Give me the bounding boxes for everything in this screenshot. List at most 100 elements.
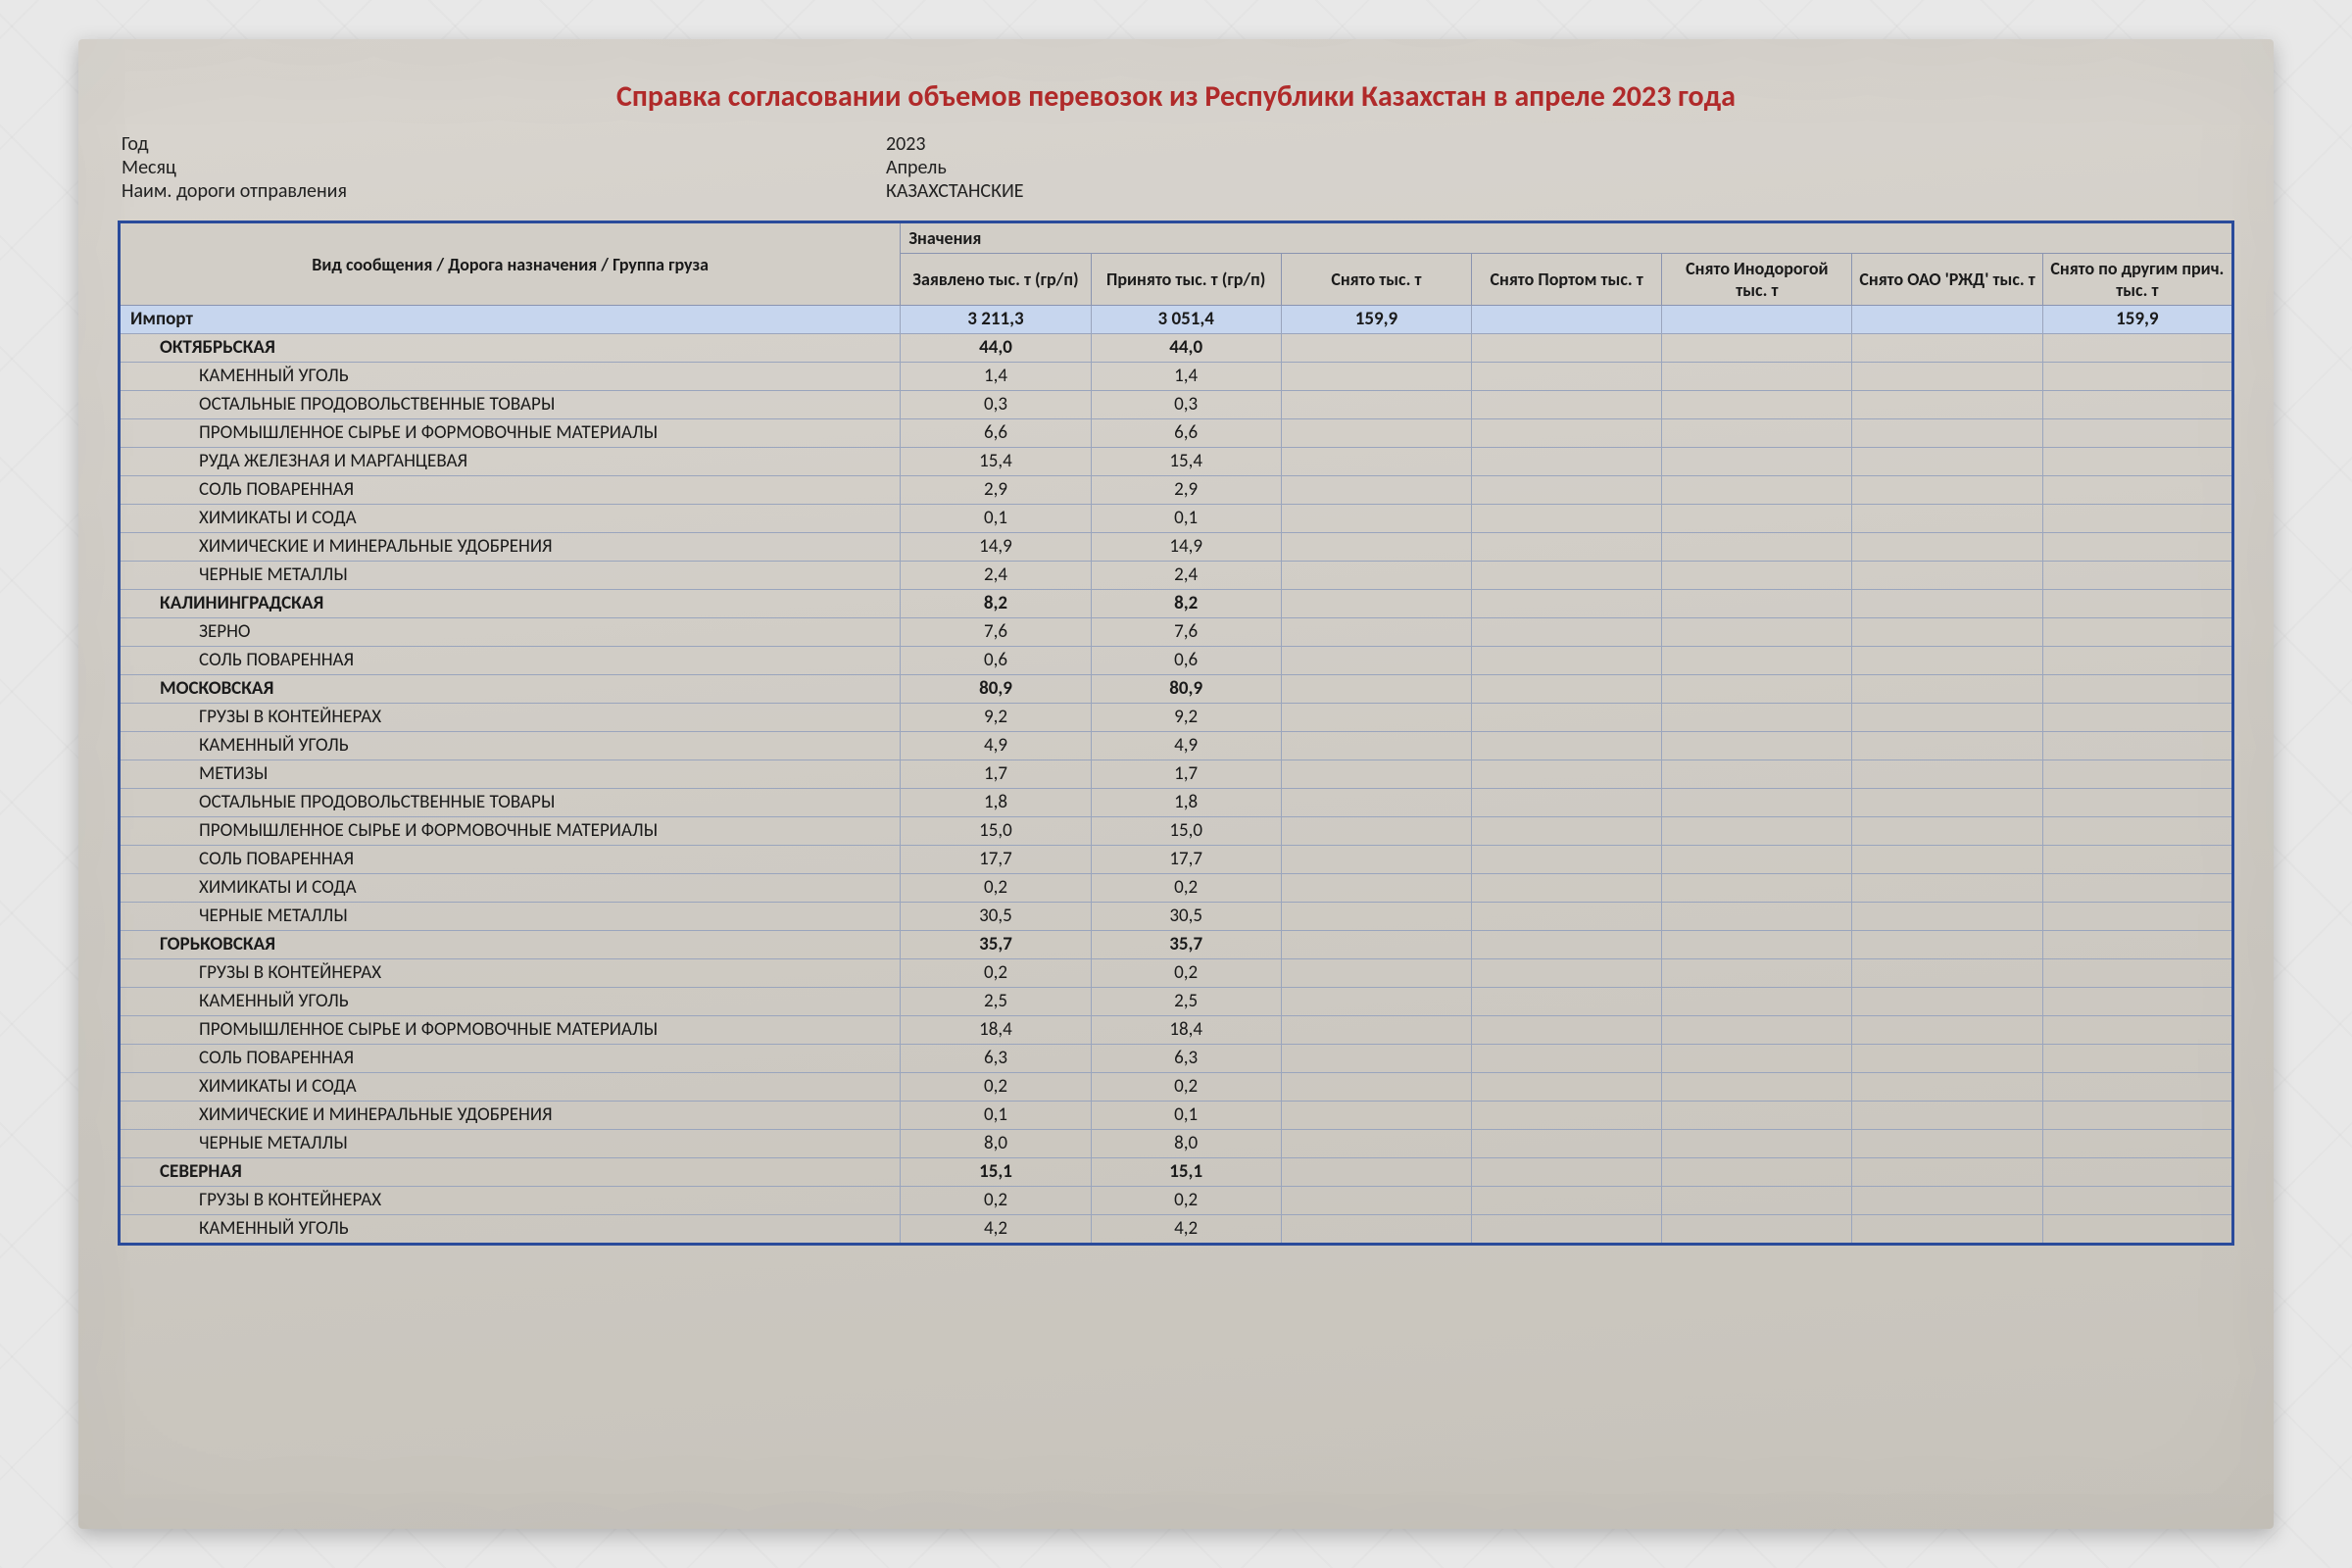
meta-block: Год 2023 Месяц Апрель Наим. дороги отпра… [122, 132, 2234, 203]
row-value [1662, 988, 1852, 1016]
row-value [1852, 448, 2042, 476]
row-value [1281, 618, 1471, 647]
row-name: РУДА ЖЕЛЕЗНАЯ И МАРГАНЦЕВАЯ [120, 448, 901, 476]
table-row: СЕВЕРНАЯ15,115,1 [120, 1158, 2233, 1187]
row-value [1281, 1158, 1471, 1187]
row-value [1852, 306, 2042, 334]
row-value: 0,1 [1091, 505, 1281, 533]
row-value [1852, 1130, 2042, 1158]
row-value: 7,6 [1091, 618, 1281, 647]
row-value: 30,5 [1091, 903, 1281, 931]
row-value: 4,9 [901, 732, 1091, 760]
row-value [1852, 959, 2042, 988]
row-value: 1,4 [1091, 363, 1281, 391]
table-body: Импорт3 211,33 051,4159,9159,9ОКТЯБРЬСКА… [120, 306, 2233, 1245]
row-value [2042, 817, 2232, 846]
row-value: 18,4 [1091, 1016, 1281, 1045]
row-value [1662, 1102, 1852, 1130]
table-row: ОСТАЛЬНЫЕ ПРОДОВОЛЬСТВЕННЫЕ ТОВАРЫ1,81,8 [120, 789, 2233, 817]
table-row: ГОРЬКОВСКАЯ35,735,7 [120, 931, 2233, 959]
table-row: Импорт3 211,33 051,4159,9159,9 [120, 306, 2233, 334]
row-value [2042, 846, 2232, 874]
document-title: Справка согласовании объемов перевозок и… [118, 78, 2234, 115]
row-value [1852, 931, 2042, 959]
row-value: 4,2 [901, 1215, 1091, 1245]
row-value [1281, 1073, 1471, 1102]
row-value [1281, 562, 1471, 590]
row-value: 0,2 [901, 874, 1091, 903]
row-value: 2,5 [901, 988, 1091, 1016]
row-name: КАМЕННЫЙ УГОЛЬ [120, 988, 901, 1016]
row-value: 0,1 [901, 505, 1091, 533]
row-value [1852, 1045, 2042, 1073]
row-value [1472, 760, 1662, 789]
row-value: 35,7 [1091, 931, 1281, 959]
row-name: ХИМИКАТЫ И СОДА [120, 505, 901, 533]
row-name: Импорт [120, 306, 901, 334]
row-name: ХИМИЧЕСКИЕ И МИНЕРАЛЬНЫЕ УДОБРЕНИЯ [120, 1102, 901, 1130]
meta-year-label: Год [122, 132, 886, 156]
row-value [1281, 846, 1471, 874]
row-value: 4,9 [1091, 732, 1281, 760]
row-value [1281, 505, 1471, 533]
col-header-3: Снято Портом тыс. т [1472, 254, 1662, 306]
row-value [1852, 533, 2042, 562]
row-value [1852, 476, 2042, 505]
table-row: ЧЕРНЫЕ МЕТАЛЛЫ8,08,0 [120, 1130, 2233, 1158]
row-value: 0,1 [1091, 1102, 1281, 1130]
row-value [2042, 476, 2232, 505]
row-value [1281, 903, 1471, 931]
row-value [1662, 533, 1852, 562]
row-value [1281, 988, 1471, 1016]
row-value [1472, 476, 1662, 505]
row-value [1281, 1016, 1471, 1045]
row-name: ЧЕРНЫЕ МЕТАЛЛЫ [120, 562, 901, 590]
row-value: 2,4 [1091, 562, 1281, 590]
row-value [1281, 1215, 1471, 1245]
row-value [1852, 363, 2042, 391]
col-header-values-group: Значения [901, 222, 2233, 254]
table-row: ЗЕРНО7,67,6 [120, 618, 2233, 647]
row-value [1281, 1102, 1471, 1130]
row-value [2042, 1130, 2232, 1158]
row-value [1281, 675, 1471, 704]
row-value [1662, 959, 1852, 988]
row-value: 15,1 [1091, 1158, 1281, 1187]
row-value: 4,2 [1091, 1215, 1281, 1245]
row-value [1472, 789, 1662, 817]
row-value: 44,0 [901, 334, 1091, 363]
table-row: ОКТЯБРЬСКАЯ44,044,0 [120, 334, 2233, 363]
row-name: ПРОМЫШЛЕННОЕ СЫРЬЕ И ФОРМОВОЧНЫЕ МАТЕРИА… [120, 817, 901, 846]
row-value: 8,2 [901, 590, 1091, 618]
row-value [1662, 1158, 1852, 1187]
col-header-5: Снято ОАО 'РЖД' тыс. т [1852, 254, 2042, 306]
row-value [1662, 760, 1852, 789]
row-value [1852, 760, 2042, 789]
row-value: 0,2 [901, 1187, 1091, 1215]
row-value [1472, 1016, 1662, 1045]
row-value: 3 051,4 [1091, 306, 1281, 334]
row-value [1662, 1187, 1852, 1215]
row-value [1472, 618, 1662, 647]
table-row: ПРОМЫШЛЕННОЕ СЫРЬЕ И ФОРМОВОЧНЫЕ МАТЕРИА… [120, 817, 2233, 846]
row-value [1472, 1158, 1662, 1187]
table-row: ЧЕРНЫЕ МЕТАЛЛЫ30,530,5 [120, 903, 2233, 931]
row-value [1472, 732, 1662, 760]
row-name: СЕВЕРНАЯ [120, 1158, 901, 1187]
row-value [2042, 1158, 2232, 1187]
row-value [1472, 1187, 1662, 1215]
table-header: Вид сообщения / Дорога назначения / Груп… [120, 222, 2233, 306]
row-value: 1,8 [901, 789, 1091, 817]
row-value: 8,0 [901, 1130, 1091, 1158]
row-value [2042, 789, 2232, 817]
table-row: КАМЕННЫЙ УГОЛЬ2,52,5 [120, 988, 2233, 1016]
row-value [2042, 988, 2232, 1016]
table-row: МОСКОВСКАЯ80,980,9 [120, 675, 2233, 704]
row-value [2042, 931, 2232, 959]
table-row: ГРУЗЫ В КОНТЕЙНЕРАХ0,20,2 [120, 1187, 2233, 1215]
row-value [1281, 959, 1471, 988]
row-value [1662, 306, 1852, 334]
table-row: ХИМИЧЕСКИЕ И МИНЕРАЛЬНЫЕ УДОБРЕНИЯ14,914… [120, 533, 2233, 562]
row-value [2042, 704, 2232, 732]
row-value [1281, 1187, 1471, 1215]
